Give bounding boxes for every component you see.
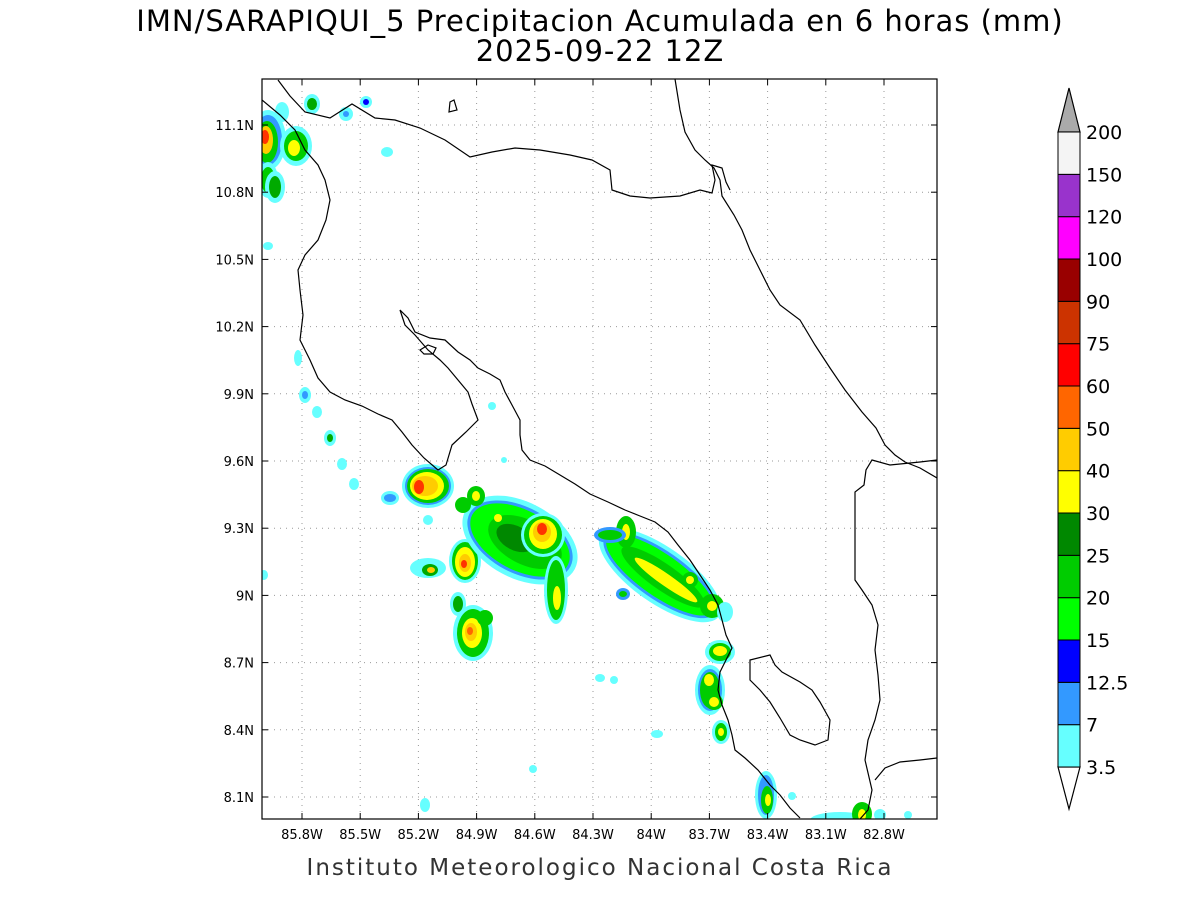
colorbar-label: 20 bbox=[1086, 588, 1110, 610]
lat-tick-label: 10.8N bbox=[215, 186, 254, 201]
plot-area bbox=[262, 79, 937, 819]
lat-tick-label: 10.5N bbox=[215, 253, 254, 268]
precip-cell-nw-coast bbox=[262, 94, 393, 250]
lat-tick-label: 8.4N bbox=[224, 724, 254, 739]
colorbar-label: 30 bbox=[1086, 503, 1110, 525]
colorbar-label: 40 bbox=[1086, 461, 1110, 483]
lon-tick-label: 82.8W bbox=[863, 828, 905, 843]
colorbar-segment bbox=[1057, 300, 1081, 345]
lat-tick-label: 11.1N bbox=[215, 119, 254, 134]
lat-tick-label: 9.3N bbox=[224, 522, 254, 537]
lat-tick-label: 9.9N bbox=[224, 388, 254, 403]
colorbar-segment bbox=[1057, 343, 1081, 387]
colorbar-label: 7 bbox=[1086, 715, 1098, 737]
lon-tick-label: 84W bbox=[636, 828, 666, 843]
colorbar-top-triangle bbox=[1057, 87, 1081, 133]
colorbar-label: 100 bbox=[1086, 249, 1122, 271]
colorbar-label: 150 bbox=[1086, 164, 1122, 186]
colorbar-segment bbox=[1057, 216, 1081, 260]
lat-tick-label: 9.6N bbox=[224, 455, 254, 470]
precip-cell-south-pacific bbox=[695, 640, 735, 744]
latitude-axis: 11.1N 10.8N 10.5N 10.2N 9.9N 9.6N 9.3N 9N 8.7N 8.… bbox=[215, 119, 937, 806]
longitude-axis: 85.8W 85.5W 85.2W 84.9W 84.6W 84.3W 84W 83.7W 83… bbox=[281, 79, 905, 843]
lon-tick-label: 84.3W bbox=[572, 828, 614, 843]
lon-tick-label: 84.6W bbox=[514, 828, 556, 843]
colorbar-segment bbox=[1057, 385, 1081, 429]
footer-credit: Instituto Meteorologico Nacional Costa R… bbox=[306, 855, 894, 881]
lon-tick-label: 84.9W bbox=[456, 828, 498, 843]
colorbar-label: 200 bbox=[1086, 122, 1122, 144]
colorbar-segment bbox=[1057, 512, 1081, 556]
map-title: IMN/SARAPIQUI_5 Precipitacion Acumulada … bbox=[136, 4, 1064, 38]
colorbar-label: 12.5 bbox=[1086, 672, 1128, 694]
lon-tick-label: 83.7W bbox=[688, 828, 730, 843]
precip-cells-pacific-coast bbox=[262, 350, 663, 812]
precip-cell-gulf-small bbox=[410, 558, 446, 578]
colorbar-segment bbox=[1057, 681, 1081, 726]
lon-tick-label: 83.4W bbox=[747, 828, 789, 843]
lon-tick-label: 85.8W bbox=[281, 828, 323, 843]
colorbar-label: 120 bbox=[1086, 207, 1122, 229]
lon-tick-label: 85.2W bbox=[397, 828, 439, 843]
lat-tick-label: 8.7N bbox=[224, 657, 254, 672]
lat-tick-label: 8.1N bbox=[224, 791, 254, 806]
precip-cell-caribbean-chain bbox=[594, 516, 733, 623]
coastlines bbox=[262, 79, 937, 819]
lon-tick-label: 85.5W bbox=[339, 828, 381, 843]
precip-cell-central-pacific bbox=[449, 539, 481, 583]
precip-cell-osa-north bbox=[450, 592, 493, 661]
colorbar-segment bbox=[1057, 131, 1081, 175]
colorbar-segment bbox=[1057, 639, 1081, 683]
colorbar-segment bbox=[1057, 258, 1081, 302]
plot-frame bbox=[261, 78, 938, 820]
map-subtitle-datetime: 2025-09-22 12Z bbox=[475, 34, 725, 68]
precipitation-field bbox=[262, 94, 912, 819]
colorbar-segment bbox=[1057, 724, 1081, 768]
precip-cell-nicoya bbox=[381, 464, 454, 525]
colorbar-label: 75 bbox=[1086, 334, 1110, 356]
colorbar-label: 15 bbox=[1086, 630, 1110, 652]
colorbar-label: 60 bbox=[1086, 376, 1110, 398]
colorbar-segment bbox=[1057, 173, 1081, 218]
precip-cell-central-valley bbox=[455, 486, 578, 624]
colorbar-segment bbox=[1057, 427, 1081, 472]
colorbar-label: 3.5 bbox=[1086, 757, 1116, 779]
colorbar-segment bbox=[1057, 470, 1081, 514]
colorbar: 3.5 7 12.5 15 20 25 30 40 50 60 75 90 100 120 150 200 bbox=[1057, 87, 1128, 812]
precip-cell-burica bbox=[755, 771, 912, 819]
colorbar-label: 90 bbox=[1086, 291, 1110, 313]
colorbar-label: 50 bbox=[1086, 418, 1110, 440]
colorbar-segment bbox=[1057, 554, 1081, 599]
lat-tick-label: 9N bbox=[236, 589, 254, 604]
lat-tick-label: 10.2N bbox=[215, 321, 254, 336]
colorbar-label: 25 bbox=[1086, 545, 1110, 567]
colorbar-bottom-triangle bbox=[1057, 766, 1081, 812]
lon-tick-label: 83.1W bbox=[805, 828, 847, 843]
colorbar-segment bbox=[1057, 597, 1081, 641]
